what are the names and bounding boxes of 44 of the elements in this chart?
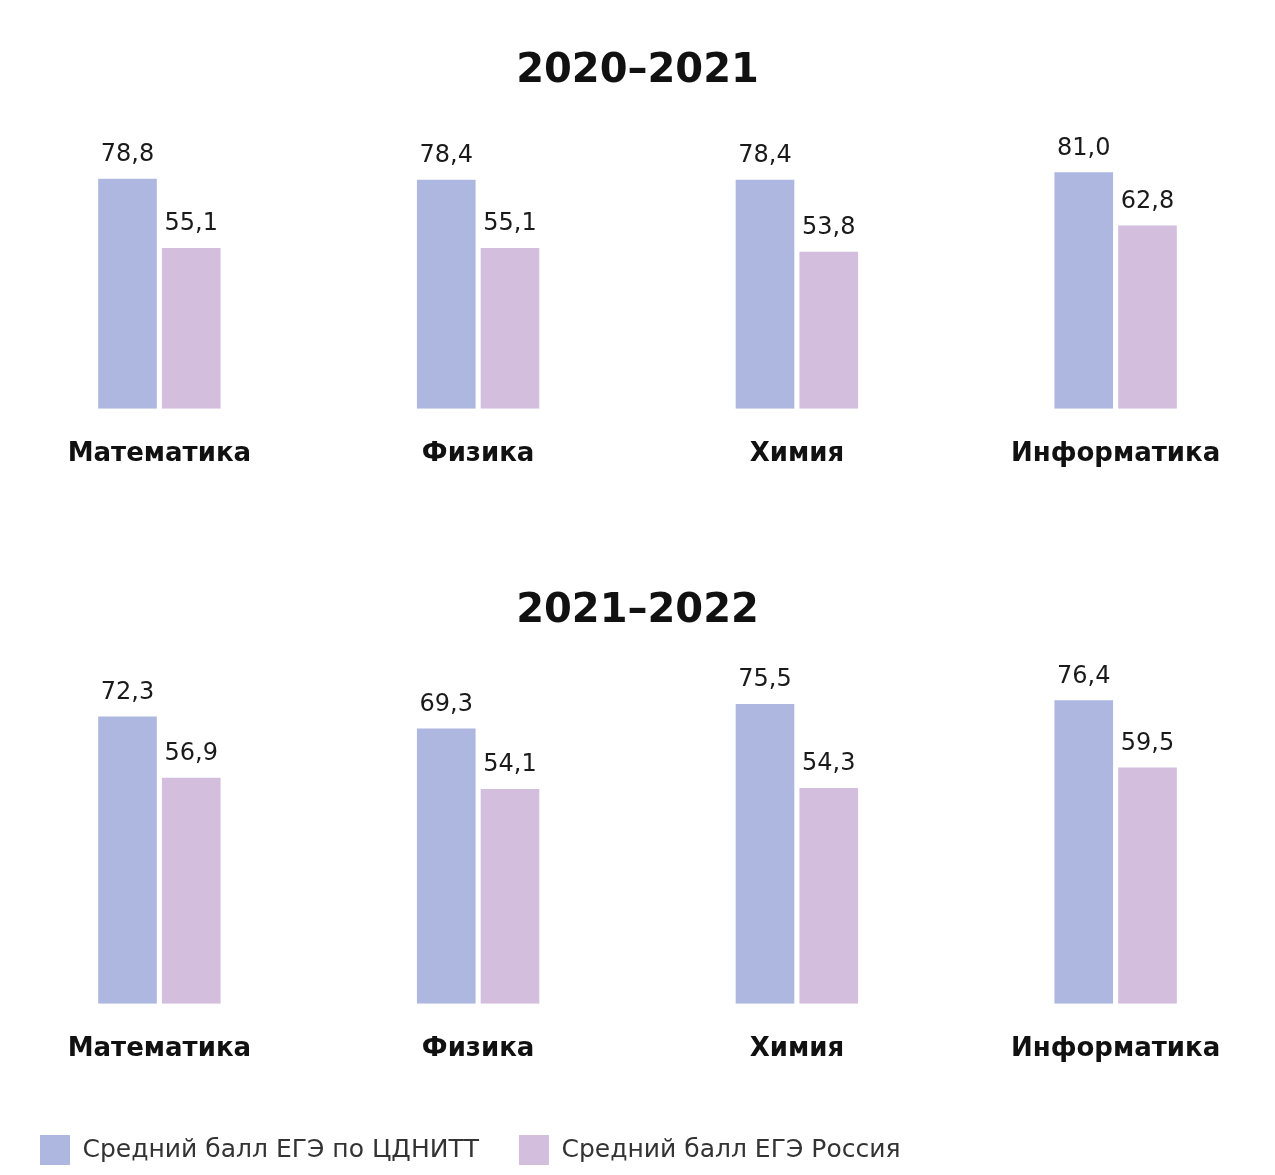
x-tick-label: Химия	[749, 437, 845, 468]
data-label: 81,0	[1057, 132, 1111, 161]
bar	[735, 179, 795, 409]
x-tick-label: Математика	[67, 437, 252, 468]
data-label: 59,5	[1120, 727, 1175, 756]
bar	[480, 247, 540, 409]
x-tick-label: Физика	[421, 1032, 535, 1063]
x-tick-label: Математика	[67, 1032, 252, 1063]
bar	[98, 716, 157, 1004]
data-label: 55,1	[483, 208, 537, 237]
bar	[799, 251, 859, 409]
chart-title: 2020–2021	[516, 45, 759, 92]
data-label: 54,3	[802, 748, 856, 777]
bar	[1054, 172, 1114, 409]
x-tick-label: Химия	[749, 1032, 845, 1063]
data-label: 75,5	[738, 664, 792, 693]
x-tick-label: Информатика	[1010, 1032, 1221, 1063]
bar	[161, 777, 221, 1004]
data-label: 78,4	[738, 140, 792, 169]
x-tick-label: Физика	[421, 437, 535, 468]
legend-label: Средний балл ЕГЭ Россия	[561, 1133, 901, 1163]
data-label: 62,8	[1120, 185, 1175, 214]
bar	[161, 247, 221, 409]
bar	[98, 178, 157, 409]
data-label: 53,8	[802, 211, 856, 240]
bar	[416, 179, 476, 409]
bar	[1118, 225, 1177, 409]
data-label: 55,1	[164, 208, 218, 237]
data-label: 72,3	[100, 676, 155, 705]
data-label: 69,3	[419, 688, 473, 717]
data-label: 76,4	[1057, 660, 1111, 689]
data-label: 54,1	[483, 749, 537, 778]
x-tick-label: Информатика	[1010, 437, 1221, 468]
data-label: 56,9	[164, 738, 218, 766]
bar	[1054, 700, 1114, 1004]
chart-title: 2021–2022	[516, 585, 759, 632]
data-label: 78,4	[419, 140, 473, 169]
legend-label: Средний балл ЕГЭ по ЦДНИТТ	[82, 1133, 480, 1163]
bar	[416, 728, 476, 1004]
bar	[480, 788, 540, 1004]
bar	[799, 788, 859, 1004]
bar	[735, 703, 795, 1004]
bar	[1118, 767, 1177, 1004]
data-label: 78,8	[100, 138, 155, 167]
